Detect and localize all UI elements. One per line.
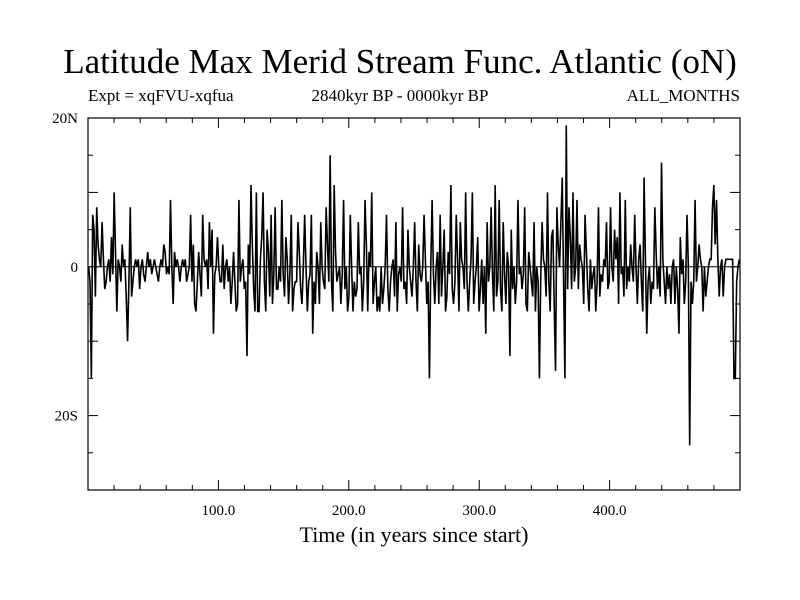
experiment-label: Expt = xqFVU-xqfua — [88, 86, 234, 105]
chart-title: Latitude Max Merid Stream Func. Atlantic… — [63, 42, 737, 81]
x-tick-label: 100.0 — [202, 503, 236, 519]
months-label: ALL_MONTHS — [626, 86, 740, 105]
x-tick-label: 200.0 — [332, 503, 366, 519]
y-tick-label: 0 — [71, 260, 79, 276]
series-line-0 — [87, 125, 741, 446]
x-tick-label: 400.0 — [593, 503, 627, 519]
y-tick-label: 20S — [55, 409, 78, 425]
y-tick-label: 20N — [52, 111, 78, 127]
x-tick-label: 300.0 — [462, 503, 496, 519]
time-range-label: 2840kyr BP - 0000kyr BP — [311, 86, 489, 105]
x-axis-label: Time (in years since start) — [299, 522, 529, 547]
